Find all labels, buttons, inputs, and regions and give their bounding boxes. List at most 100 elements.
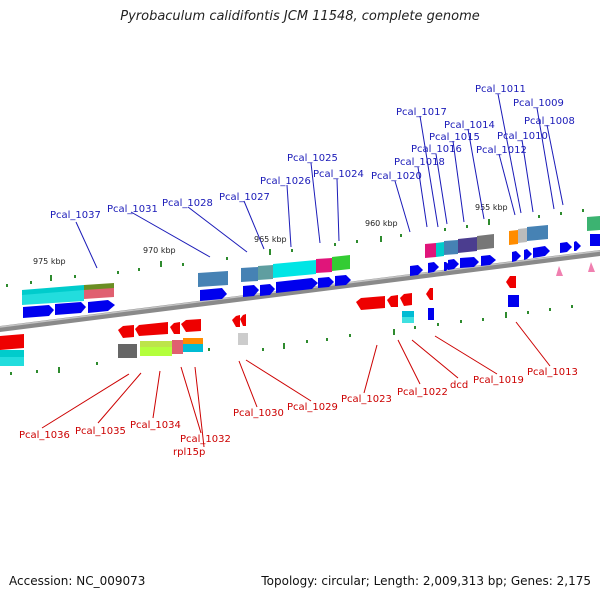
gene-label: Pcal_1020 — [371, 171, 422, 182]
reverse-gene-arrow — [400, 293, 412, 306]
gene-label: Pcal_1009 — [513, 98, 564, 109]
gene-label: Pcal_1025 — [287, 153, 338, 164]
reverse-extra-marks — [556, 262, 595, 276]
gene-label: Pcal_1008 — [524, 116, 575, 127]
forward-gene-arrow — [460, 257, 479, 268]
forward-gene-arrow — [448, 259, 459, 270]
forward-gene-arrow — [243, 285, 259, 297]
forward-gene-arrow — [533, 246, 550, 258]
forward-gene-arrow — [560, 242, 572, 253]
function-box — [0, 357, 24, 366]
forward-gene-arrow — [335, 275, 351, 286]
gene-label: Pcal_1019 — [473, 375, 524, 386]
gene-label: Pcal_1015 — [429, 132, 480, 143]
gene-label: Pcal_1018 — [394, 157, 445, 168]
forward-gene-arrow — [318, 277, 334, 288]
reverse-gene-arrow — [387, 295, 398, 307]
pseudo-gene-mark — [588, 262, 595, 272]
reverse-function-track — [0, 311, 414, 366]
gene-label: Pcal_1024 — [313, 169, 364, 180]
gene-label: Pcal_1030 — [233, 408, 284, 419]
forward-gene-arrow — [410, 265, 423, 276]
topology-text: Topology: circular; Length: 2,009,313 bp… — [261, 574, 591, 588]
reverse-gene-arrow — [135, 322, 168, 336]
tick-row-upper — [6, 209, 584, 287]
forward-gene-block — [428, 308, 434, 320]
forward-gene-arrow — [276, 278, 318, 293]
gene-label: Pcal_1017 — [396, 107, 447, 118]
forward-gene-arrow — [524, 249, 532, 260]
gene-label: Pcal_1010 — [497, 131, 548, 142]
function-box — [273, 260, 316, 278]
reverse-gene-arrow — [181, 319, 201, 332]
kbp-label: 955 kbp — [475, 203, 508, 212]
function-box — [587, 216, 600, 231]
forward-gene-arrow — [55, 302, 86, 315]
function-box — [332, 255, 350, 271]
gene-label: Pcal_1028 — [162, 198, 213, 209]
forward-cds-track — [23, 234, 600, 320]
function-box — [198, 271, 228, 287]
forward-gene-arrow — [481, 255, 496, 266]
function-box — [241, 267, 258, 282]
function-box — [84, 288, 114, 299]
gene-label: Pcal_1012 — [476, 145, 527, 156]
gene-label: Pcal_1027 — [219, 192, 270, 203]
function-box — [477, 234, 494, 250]
reverse-gene-arrow — [356, 296, 385, 310]
kbp-label: 970 kbp — [143, 246, 176, 255]
gene-label: Pcal_1022 — [397, 387, 448, 398]
reverse-gene-arrow — [232, 315, 240, 327]
function-box — [22, 290, 84, 305]
forward-gene-block — [590, 234, 600, 246]
function-box — [444, 240, 458, 255]
gene-label: Pcal_1032 — [180, 434, 231, 445]
pseudo-gene-mark — [556, 266, 563, 276]
gene-label: Pcal_1036 — [19, 430, 70, 441]
forward-gene-arrow — [88, 300, 115, 313]
kbp-ticks: 975 kbp 970 kbp 965 kbp 960 kbp 955 kbp — [33, 203, 508, 266]
forward-gene-block — [508, 295, 519, 307]
function-box — [402, 311, 414, 317]
gene-label: Pcal_1037 — [50, 210, 101, 221]
forward-gene-arrow — [260, 284, 275, 296]
gene-label: Pcal_1011 — [475, 84, 526, 95]
forward-gene-arrow — [444, 262, 451, 271]
function-box — [183, 344, 203, 352]
reverse-labels: Pcal_1036 Pcal_1035 Pcal_1034 Pcal_1032 … — [19, 367, 578, 458]
forward-labels: Pcal_1037 Pcal_1031 Pcal_1028 Pcal_1027 … — [50, 84, 575, 221]
map-title: Pyrobaculum calidifontis JCM 11548, comp… — [120, 9, 480, 24]
forward-leader-lines — [75, 93, 564, 269]
gene-label: Pcal_1035 — [75, 426, 126, 437]
reverse-gene-arrow — [118, 325, 134, 338]
gene-label: Pcal_1029 — [287, 402, 338, 413]
accession-text: Accession: NC_009073 — [9, 574, 146, 588]
forward-gene-arrow — [428, 262, 439, 273]
gene-label: rpl15p — [173, 447, 205, 458]
forward-function-track — [22, 216, 600, 305]
function-box — [518, 228, 527, 243]
function-box — [258, 265, 273, 280]
kbp-label: 965 kbp — [254, 235, 287, 244]
function-box — [118, 344, 137, 358]
kbp-label: 960 kbp — [365, 219, 398, 228]
function-box — [172, 340, 183, 354]
gene-label: dcd — [450, 380, 468, 391]
gene-label: Pcal_1023 — [341, 394, 392, 405]
reverse-gene-arrow — [506, 276, 516, 288]
function-box — [140, 341, 172, 347]
forward-gene-arrow — [512, 251, 521, 262]
function-box — [402, 317, 414, 323]
gene-label: Pcal_1014 — [444, 120, 495, 131]
gene-label: Pcal_1013 — [527, 367, 578, 378]
function-box — [509, 230, 518, 245]
function-box — [183, 338, 203, 344]
reverse-gene-arrow — [170, 322, 180, 334]
reverse-gene-arrow — [240, 314, 246, 326]
kbp-label: 975 kbp — [33, 257, 66, 266]
reverse-leader-lines — [41, 321, 551, 448]
reverse-gene-arrow — [426, 288, 433, 300]
gene-label: Pcal_1031 — [107, 204, 158, 215]
forward-gene-arrow — [23, 305, 54, 318]
